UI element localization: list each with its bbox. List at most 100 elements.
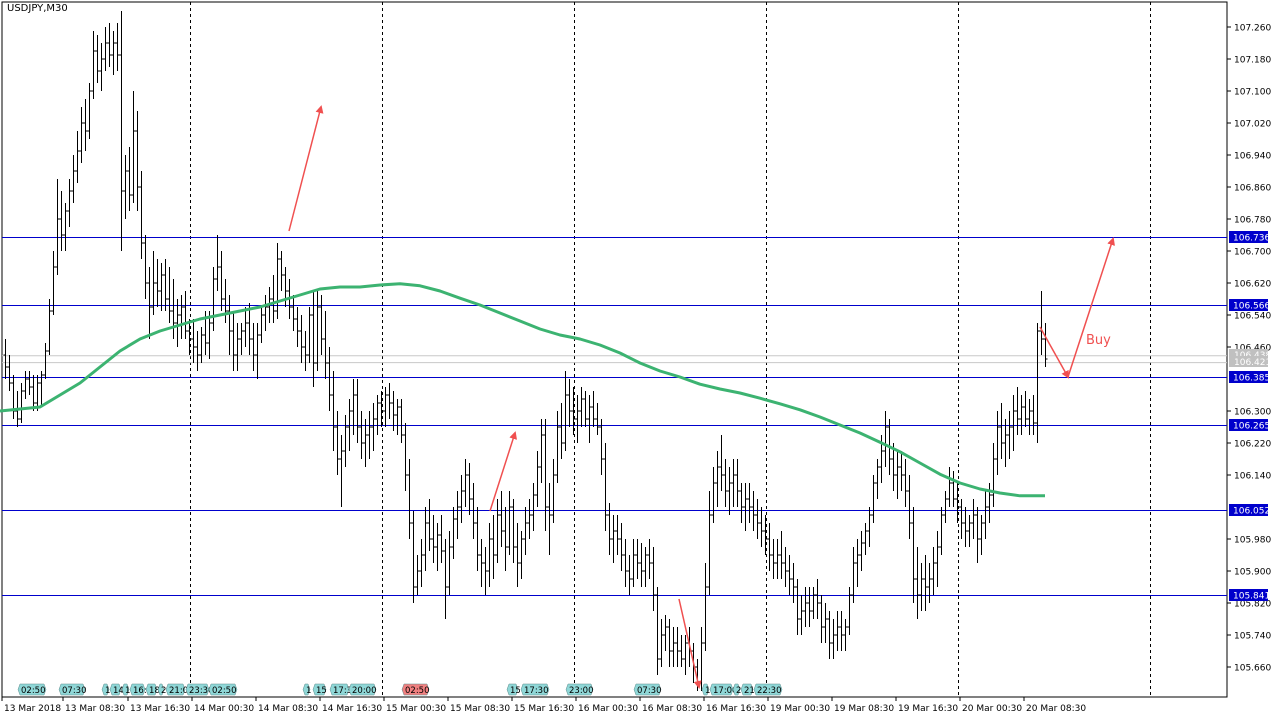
candle — [655, 587, 660, 675]
candle — [371, 403, 376, 451]
candle — [659, 619, 664, 667]
event-marker-21 — [709, 683, 734, 696]
candle — [579, 387, 584, 427]
x-tick-label-16: 20 Mar 08:30 — [1026, 704, 1086, 714]
event-marker-23 — [740, 683, 754, 696]
event-marker-label-0: 02:50 — [21, 686, 46, 696]
event-marker-label-15: 02:50 — [405, 686, 430, 696]
candle — [535, 451, 540, 507]
candle — [567, 379, 572, 427]
x-tick-label-11: 16 Mar 16:30 — [706, 704, 766, 714]
candle — [507, 491, 512, 555]
candle — [739, 483, 744, 523]
y-tick-label-3: 107.020 — [1234, 120, 1271, 130]
candle — [511, 499, 516, 563]
candle — [135, 111, 140, 211]
candle — [447, 531, 452, 595]
analysis-arrow-2 — [678, 598, 702, 689]
candle — [667, 619, 672, 667]
candle — [271, 275, 276, 323]
candle — [175, 299, 180, 347]
event-marker-label-21: 17:00 — [713, 686, 738, 696]
candle — [503, 507, 508, 571]
candle — [395, 399, 400, 435]
analysis-arrow-4 — [1067, 237, 1115, 378]
candle — [439, 515, 444, 563]
candle — [375, 395, 380, 435]
level-label-5: 105.841 — [1233, 592, 1270, 602]
candle — [435, 523, 440, 571]
candle — [1043, 323, 1048, 367]
candle — [587, 395, 592, 443]
candle — [847, 587, 852, 635]
x-tick-label-8: 15 Mar 16:30 — [514, 704, 574, 714]
candle — [83, 99, 88, 151]
x-tick-label-0: 13 Mar 2018 — [4, 704, 61, 714]
candle — [247, 303, 252, 355]
candle — [1015, 387, 1020, 435]
candle — [751, 491, 756, 531]
candle — [891, 443, 896, 491]
level-label-bg-5 — [1229, 589, 1268, 601]
candle — [543, 419, 548, 531]
event-marker-6 — [145, 683, 158, 696]
candle — [571, 387, 576, 435]
candle — [11, 375, 16, 419]
candle — [679, 635, 684, 667]
candle — [979, 515, 984, 555]
candle — [243, 307, 248, 347]
candle — [823, 603, 828, 643]
candle — [199, 327, 204, 363]
y-tick-label-13: 106.140 — [1234, 472, 1271, 482]
event-marker-label-11: 1 — [306, 686, 311, 696]
event-marker-15 — [401, 683, 430, 696]
candle — [615, 515, 620, 555]
candle — [215, 235, 220, 291]
candles — [3, 11, 1048, 691]
event-marker-0 — [17, 683, 47, 696]
event-marker-label-7: 2 — [161, 686, 166, 696]
event-marker-label-19: 07:30 — [637, 686, 662, 696]
y-tick-label-8: 106.620 — [1234, 280, 1271, 290]
event-marker-10 — [208, 683, 238, 696]
candle — [591, 391, 596, 427]
candle — [179, 295, 184, 339]
candle — [211, 267, 216, 331]
candle — [867, 507, 872, 547]
event-marker-label-1: 07:30 — [62, 686, 87, 696]
candle — [703, 563, 708, 651]
candle — [795, 579, 800, 635]
candle — [327, 347, 332, 411]
candle — [127, 147, 132, 211]
candle — [495, 499, 500, 563]
candle — [531, 483, 536, 531]
x-tick-label-9: 16 Mar 00:30 — [578, 704, 638, 714]
candle — [515, 523, 520, 587]
event-marker-label-3: 14 — [113, 686, 124, 696]
candle — [471, 483, 476, 539]
candle — [735, 459, 740, 507]
candle — [883, 411, 888, 467]
x-tick-label-13: 19 Mar 08:30 — [834, 704, 894, 714]
candle — [163, 259, 168, 311]
candle — [1031, 395, 1036, 435]
event-marker-label-14: 20:00 — [352, 686, 377, 696]
event-marker-label-18: 23:00 — [569, 686, 594, 696]
candle — [487, 523, 492, 587]
candle — [983, 491, 988, 539]
candle — [231, 311, 236, 371]
candle — [95, 35, 100, 83]
y-tick-label-1: 107.180 — [1234, 56, 1271, 66]
candle — [863, 523, 868, 555]
candle — [755, 499, 760, 539]
y-tick-label-9: 106.540 — [1234, 312, 1271, 322]
candle — [115, 23, 120, 71]
candle — [775, 539, 780, 579]
candle — [463, 459, 468, 507]
candle — [219, 251, 224, 311]
event-marker-label-12: 15 — [316, 686, 327, 696]
y-tick-label-4: 106.940 — [1234, 152, 1271, 162]
candle — [43, 343, 48, 379]
y-tick-label-17: 105.740 — [1234, 632, 1271, 642]
candle — [991, 443, 996, 507]
